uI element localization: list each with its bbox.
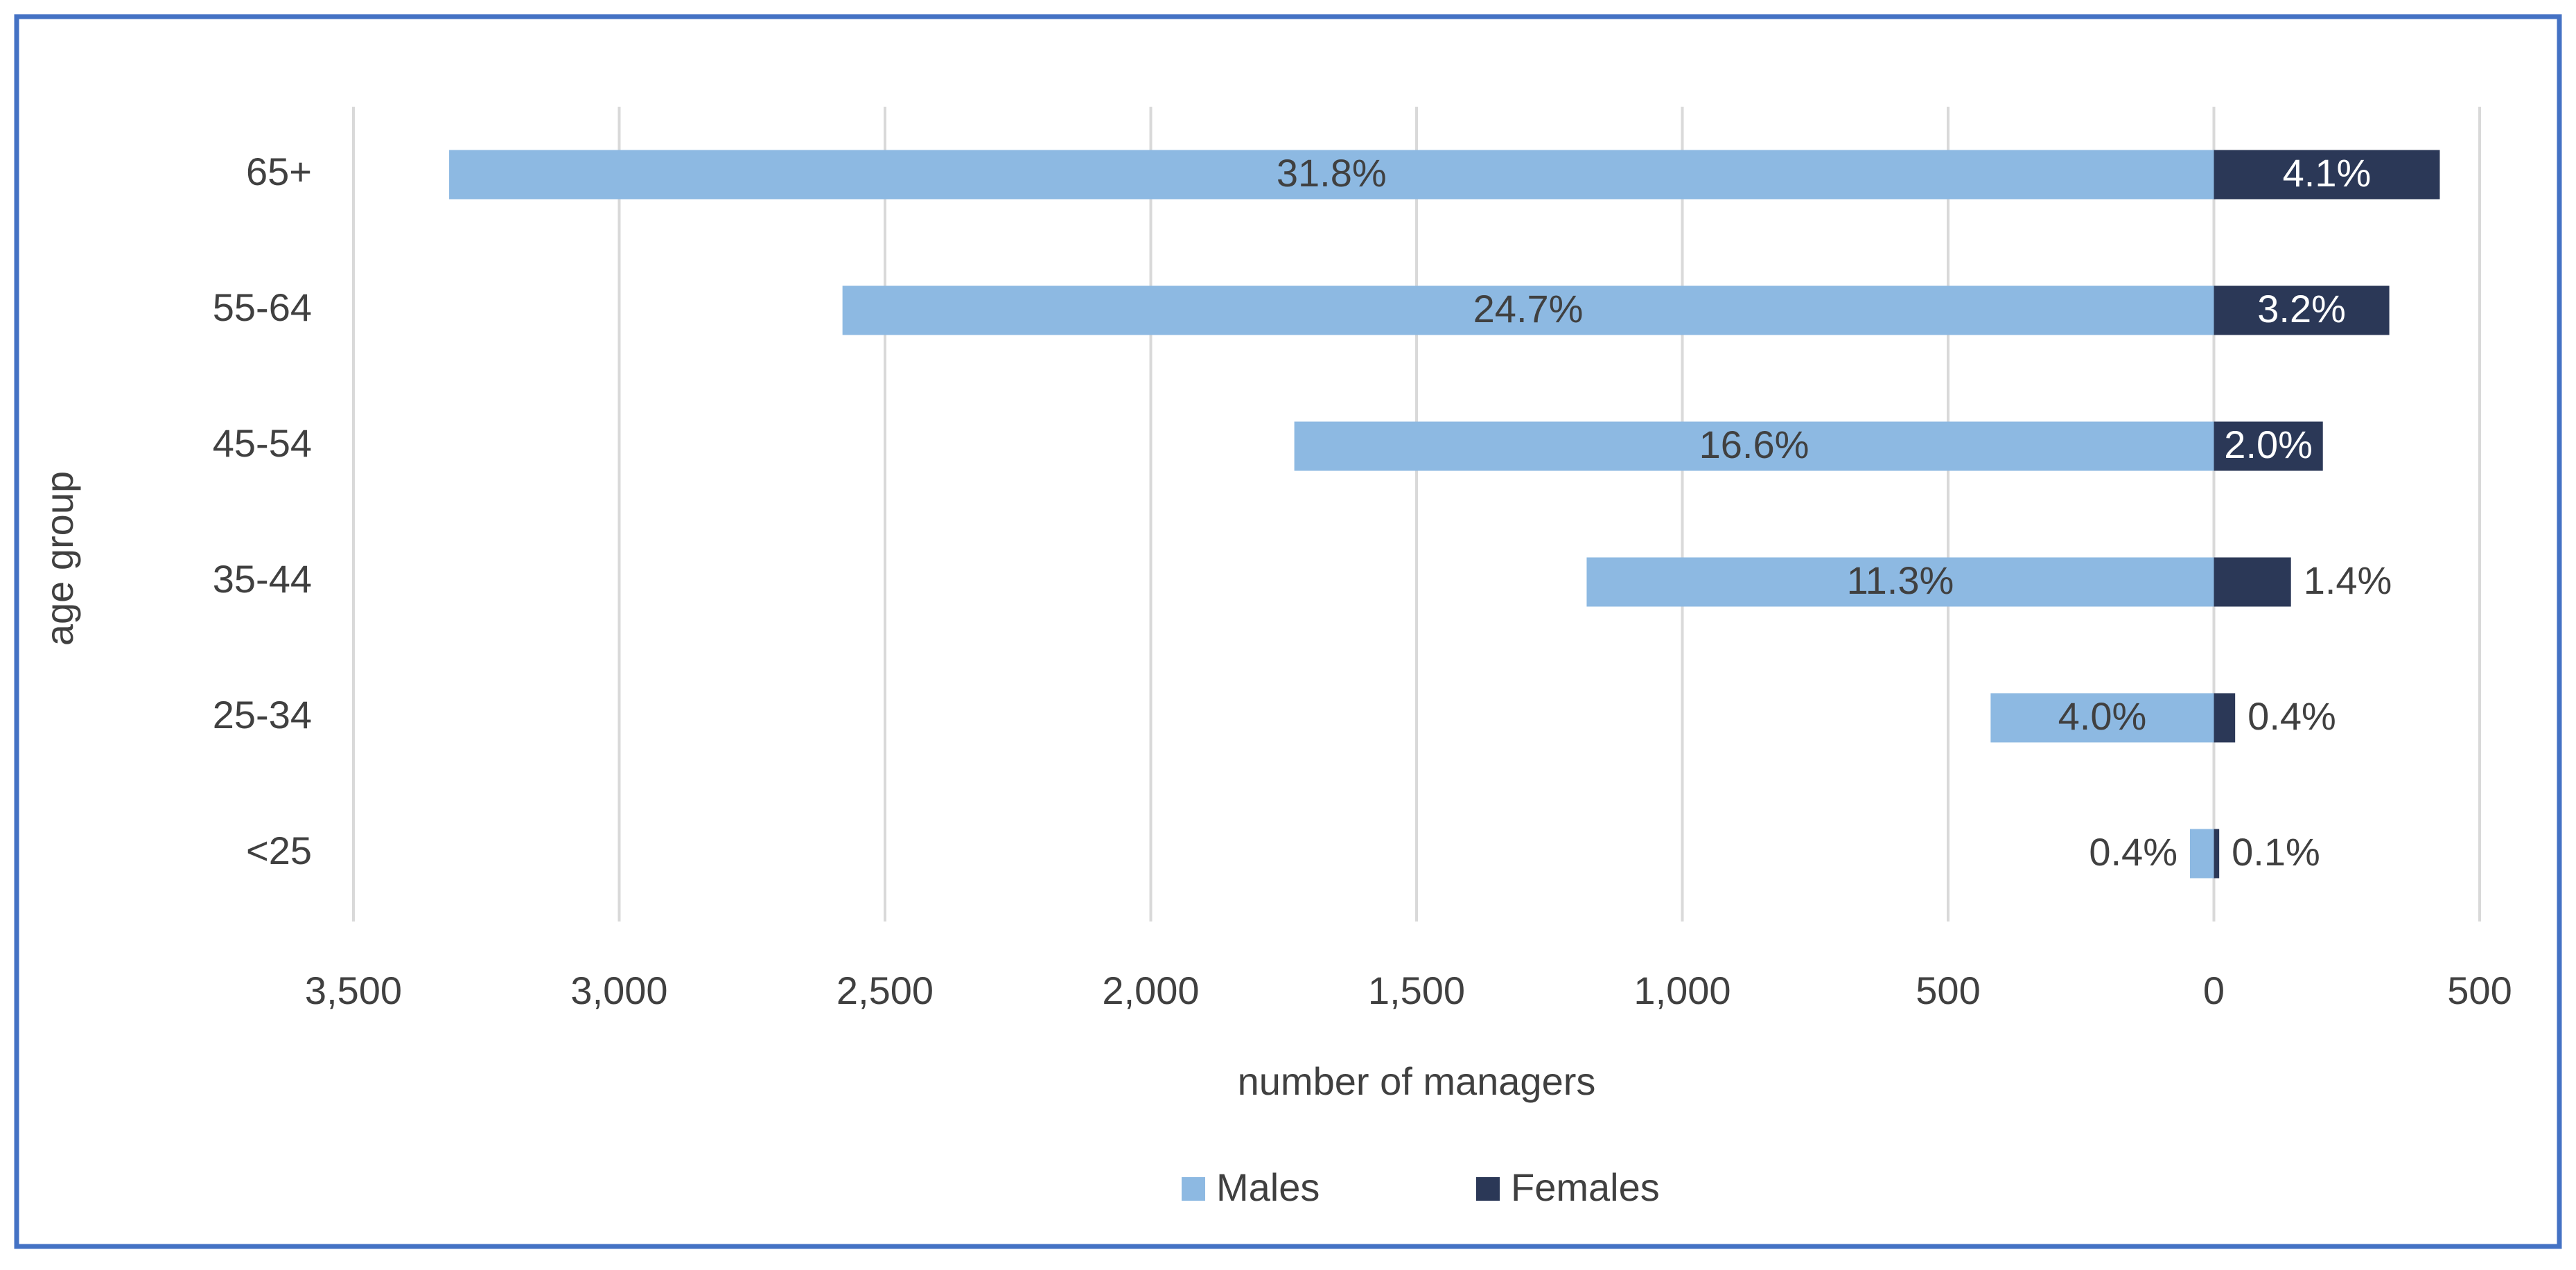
legend-swatch	[1182, 1177, 1205, 1201]
data-label: 0.1%	[2232, 830, 2320, 874]
y-tick-label: <25	[246, 829, 312, 872]
data-label: 1.4%	[2304, 558, 2392, 602]
bar	[1294, 421, 2214, 471]
legend-label: Males	[1216, 1165, 1320, 1209]
data-label: 2.0%	[2224, 423, 2313, 466]
y-tick-label: 55-64	[213, 285, 312, 329]
y-tick-label: 25-34	[213, 693, 312, 737]
bar	[842, 285, 2214, 335]
x-tick-label: 500	[1916, 969, 1980, 1012]
x-tick-label: 2,500	[836, 969, 934, 1012]
bar	[2214, 421, 2323, 471]
data-label: 16.6%	[1699, 423, 1810, 466]
bar	[2214, 150, 2440, 200]
x-tick-label: 3,500	[305, 969, 402, 1012]
x-tick-label: 0	[2203, 969, 2225, 1012]
y-tick-label: 45-54	[213, 421, 312, 465]
bar	[1990, 693, 2214, 743]
x-tick-label: 1,000	[1633, 969, 1731, 1012]
bar	[449, 150, 2214, 200]
bar	[2214, 693, 2236, 743]
y-tick-label: 35-44	[213, 557, 312, 601]
bar	[2214, 829, 2220, 879]
x-tick-label: 500	[2447, 969, 2512, 1012]
data-label: 3.2%	[2257, 287, 2346, 330]
bar	[2214, 557, 2291, 607]
data-label: 0.4%	[2248, 694, 2336, 738]
x-tick-label: 3,000	[570, 969, 667, 1012]
data-label: 31.8%	[1277, 151, 1387, 195]
data-label: 0.4%	[2089, 830, 2178, 874]
y-axis-title: age group	[37, 471, 81, 646]
legend-swatch	[1476, 1177, 1500, 1201]
data-label: 4.1%	[2283, 151, 2372, 195]
x-tick-label: 1,500	[1368, 969, 1465, 1012]
data-label: 4.0%	[2058, 694, 2147, 738]
data-label: 11.3%	[1847, 558, 1954, 602]
y-tick-label: 65+	[246, 150, 312, 193]
bar	[2214, 285, 2390, 335]
x-axis-title: number of managers	[1238, 1059, 1596, 1103]
frame	[14, 14, 2562, 1249]
legend-label: Females	[1511, 1165, 1660, 1209]
bar	[1586, 557, 2214, 607]
bar	[2189, 829, 2214, 879]
data-label: 24.7%	[1473, 287, 1584, 330]
x-tick-label: 2,000	[1102, 969, 1199, 1012]
